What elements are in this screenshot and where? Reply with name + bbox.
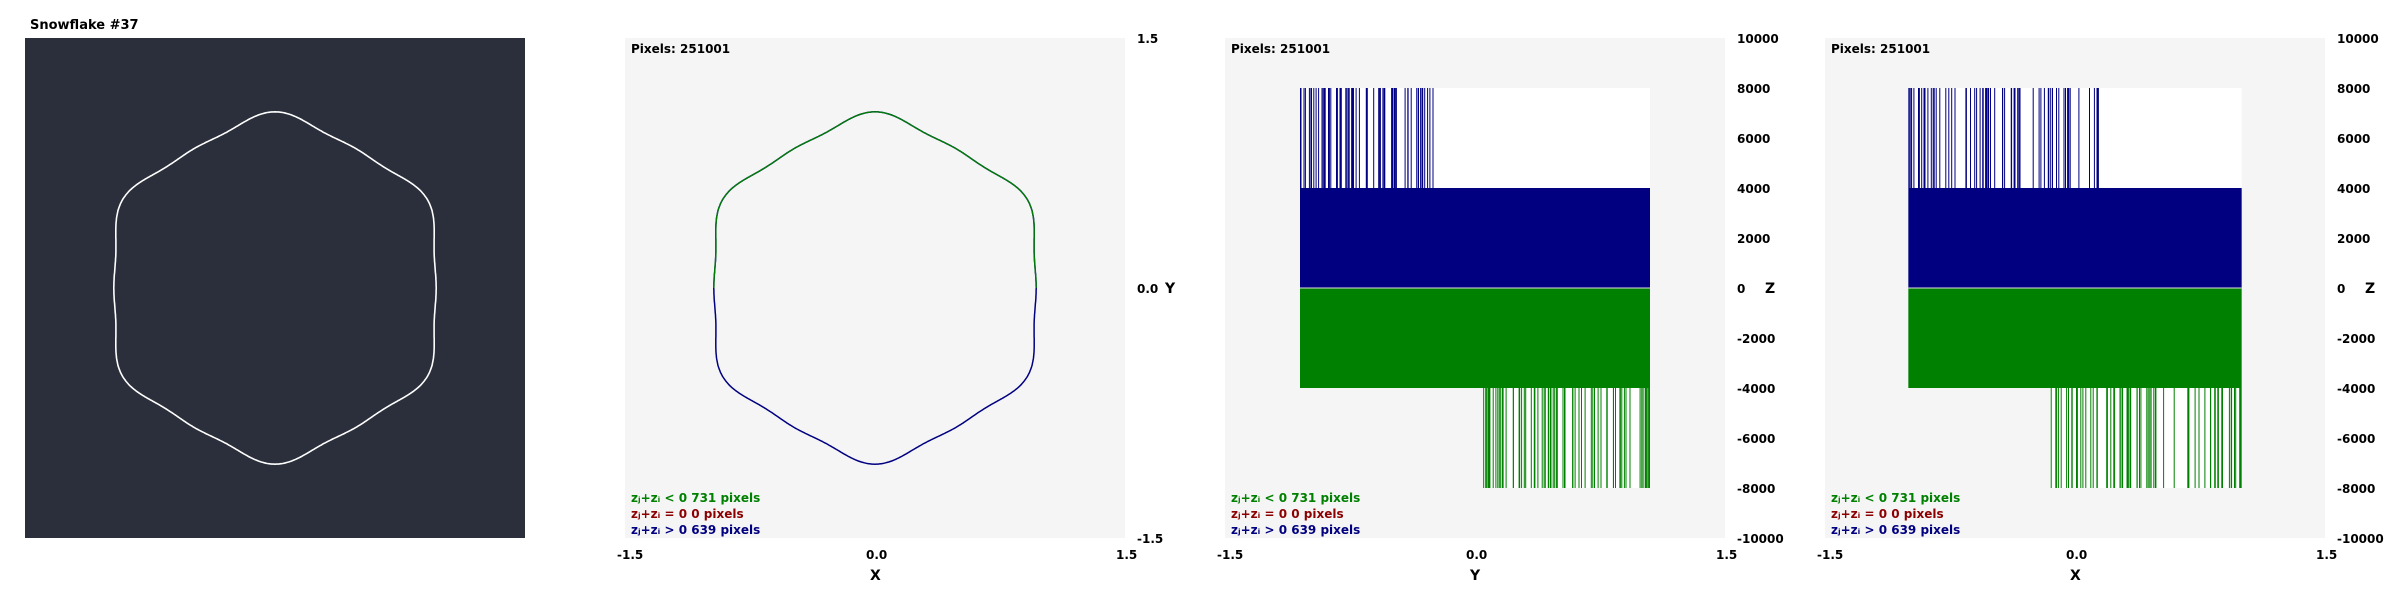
pixels-count: Pixels: 251001 <box>1231 42 1331 56</box>
z-axis-label: Z <box>1765 281 1776 297</box>
xy-curve-neg <box>713 111 1037 288</box>
legend: zⱼ+zᵢ < 0 731 pixels zⱼ+zᵢ = 0 0 pixels … <box>1231 490 1360 538</box>
snowflake-outline <box>113 110 437 466</box>
legend-item-pos: zⱼ+zᵢ > 0 639 pixels <box>631 523 761 537</box>
x-tick-right: 1.5 <box>1716 548 1738 562</box>
y-tick-mid: 0.0 <box>1137 282 1159 296</box>
legend-item-neg: zⱼ+zᵢ < 0 731 pixels <box>631 491 761 505</box>
legend: zⱼ+zᵢ < 0 731 pixels zⱼ+zᵢ = 0 0 pixels … <box>631 490 760 538</box>
legend-item-neg: zⱼ+zᵢ < 0 731 pixels <box>1231 491 1361 505</box>
x-tick-mid: 0.0 <box>1466 548 1488 562</box>
bar-neg <box>1300 288 1650 388</box>
xy-plot-area: Pixels: 251001 zⱼ+zᵢ < 0 731 pixels zⱼ+z… <box>625 38 1125 538</box>
pixels-count: Pixels: 251001 <box>1831 42 1931 56</box>
snowflake-title: Snowflake #37 <box>30 18 139 33</box>
x-tick-left: -1.5 <box>1217 548 1244 562</box>
z-tick-label: -10000 <box>1737 532 1784 546</box>
z-tick-label: -6000 <box>2337 432 2376 446</box>
bar-pos <box>1300 188 1650 288</box>
bar-pos <box>1908 188 2242 288</box>
z-tick-label: 10000 <box>1737 32 1779 46</box>
z-tick-label: 8000 <box>1737 82 1771 96</box>
spike-zone-upper <box>1908 88 2242 188</box>
z-tick-label: -8000 <box>1737 482 1776 496</box>
xy-curve <box>713 111 1037 465</box>
x-axis-label: X <box>870 568 881 584</box>
z-tick-label: -2000 <box>1737 332 1776 346</box>
legend-item-zero: zⱼ+zᵢ = 0 0 pixels <box>1831 507 1944 521</box>
spike-edge-neg <box>2240 388 2242 488</box>
legend-item-zero: zⱼ+zᵢ = 0 0 pixels <box>631 507 744 521</box>
y-axis-label: Y <box>1165 281 1176 297</box>
spike-zone-upper <box>1300 88 1650 188</box>
z-tick-label: 0 <box>2337 282 2346 296</box>
xz-plot-area: Pixels: 251001 zⱼ+zᵢ < 0 731 pixels zⱼ+z… <box>1825 38 2325 538</box>
legend-item-pos: zⱼ+zᵢ > 0 639 pixels <box>1231 523 1361 537</box>
z-tick-label: 4000 <box>2337 182 2371 196</box>
spike-edge-pos <box>1300 88 1302 188</box>
bar-neg <box>1908 288 2242 388</box>
pixels-count: Pixels: 251001 <box>631 42 731 56</box>
z-tick-label: -10000 <box>2337 532 2384 546</box>
z-tick-label: 0 <box>1737 282 1746 296</box>
spike-edge-pos <box>1908 88 1910 188</box>
x-axis-label: X <box>2070 568 2081 584</box>
x-axis-label: Y <box>1470 568 1481 584</box>
x-tick-right: 1.5 <box>1116 548 1138 562</box>
x-tick-mid: 0.0 <box>866 548 888 562</box>
z-tick-label: -4000 <box>2337 382 2376 396</box>
z-tick-label: -6000 <box>1737 432 1776 446</box>
xz-bars <box>1908 88 2242 488</box>
z-tick-label: 6000 <box>1737 132 1771 146</box>
legend-item-zero: zⱼ+zᵢ = 0 0 pixels <box>1231 507 1344 521</box>
yz-bars <box>1300 88 1650 488</box>
snowflake-curve <box>113 110 437 466</box>
z-tick-label: 10000 <box>2337 32 2379 46</box>
x-tick-right: 1.5 <box>2316 548 2338 562</box>
y-tick-top: 1.5 <box>1137 32 1159 46</box>
snowflake-canvas <box>25 38 525 538</box>
z-tick-label: -8000 <box>2337 482 2376 496</box>
y-tick-bottom: -1.5 <box>1137 532 1164 546</box>
z-tick-label: -4000 <box>1737 382 1776 396</box>
spike-edge-neg <box>1648 388 1650 488</box>
z-tick-label: 4000 <box>1737 182 1771 196</box>
spike-zone-lower <box>2050 388 2242 488</box>
z-tick-label: 6000 <box>2337 132 2371 146</box>
z-tick-label: -2000 <box>2337 332 2376 346</box>
xy-curve-pos <box>713 111 1037 465</box>
x-tick-left: -1.5 <box>1817 548 1844 562</box>
legend: zⱼ+zᵢ < 0 731 pixels zⱼ+zᵢ = 0 0 pixels … <box>1831 490 1960 538</box>
legend-item-neg: zⱼ+zᵢ < 0 731 pixels <box>1831 491 1961 505</box>
yz-plot-area: Pixels: 251001 zⱼ+zᵢ < 0 731 pixels zⱼ+z… <box>1225 38 1725 538</box>
spike-zone-lower <box>1483 388 1650 488</box>
z-tick-label: 2000 <box>1737 232 1771 246</box>
x-tick-mid: 0.0 <box>2066 548 2088 562</box>
z-tick-label: 2000 <box>2337 232 2371 246</box>
z-tick-label: 8000 <box>2337 82 2371 96</box>
x-tick-left: -1.5 <box>617 548 644 562</box>
legend-item-pos: zⱼ+zᵢ > 0 639 pixels <box>1831 523 1961 537</box>
z-axis-label: Z <box>2365 281 2376 297</box>
